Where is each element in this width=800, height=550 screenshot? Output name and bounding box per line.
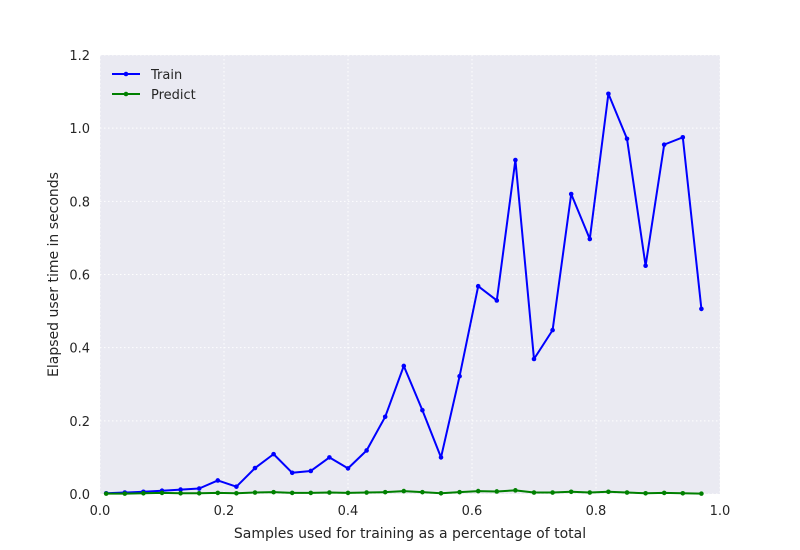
data-point: [606, 489, 611, 495]
data-point: [568, 489, 574, 495]
data-point: [624, 490, 630, 495]
data-point: [475, 488, 481, 494]
data-point: [103, 491, 109, 496]
data-point: [438, 455, 444, 460]
data-point: [364, 448, 369, 453]
data-point: [327, 490, 332, 495]
data-point: [401, 363, 407, 369]
data-point: [661, 490, 667, 496]
data-point: [475, 283, 481, 289]
series-predict: [103, 488, 704, 496]
data-point: [271, 489, 276, 495]
data-point: [252, 490, 258, 495]
y-tick-label: 0.6: [69, 269, 90, 284]
legend: Train Predict: [112, 68, 196, 103]
x-tick-label: 0.2: [214, 504, 235, 519]
data-point: [699, 491, 704, 496]
data-point: [531, 490, 537, 495]
legend-label: Train: [150, 68, 182, 83]
data-point: [661, 142, 667, 147]
y-tick-label: 0.2: [69, 415, 90, 430]
data-point: [252, 465, 258, 471]
x-tick-label: 0.0: [90, 504, 111, 519]
data-point: [308, 468, 314, 474]
data-point: [457, 489, 462, 495]
data-point: [271, 451, 276, 457]
y-tick-label: 1.0: [69, 122, 90, 137]
data-point: [345, 466, 351, 471]
grid: [99, 54, 721, 495]
x-tick-label: 1.0: [710, 504, 731, 519]
data-point: [513, 488, 518, 493]
y-tick-label: 0.8: [69, 195, 90, 210]
data-point: [364, 490, 369, 495]
data-point: [457, 373, 462, 379]
data-point: [699, 306, 704, 312]
legend-swatch-marker: [123, 91, 129, 97]
data-point: [494, 298, 500, 303]
data-point: [438, 490, 444, 496]
data-point: [308, 490, 314, 496]
x-tick-label: 0.8: [586, 504, 607, 519]
y-tick-label: 0.4: [69, 342, 90, 357]
data-point: [606, 91, 611, 97]
data-point: [550, 490, 555, 495]
data-point: [327, 455, 332, 460]
data-point: [513, 157, 518, 163]
legend-item-predict: Predict: [112, 88, 196, 103]
data-point: [643, 490, 648, 496]
y-tick-label: 1.2: [69, 49, 90, 64]
data-point: [550, 327, 555, 333]
data-point: [401, 488, 407, 494]
data-point: [680, 135, 686, 140]
data-point: [494, 489, 500, 494]
data-point: [234, 490, 239, 496]
data-point: [178, 487, 183, 492]
data-point: [643, 263, 648, 269]
x-axis-label: Samples used for training as a percentag…: [234, 526, 586, 542]
data-point: [568, 191, 574, 197]
legend-item-train: Train: [112, 68, 182, 83]
data-point: [234, 484, 239, 489]
data-point: [141, 490, 146, 496]
data-point: [420, 489, 425, 495]
series-layer: [103, 91, 704, 496]
data-point: [178, 490, 183, 496]
data-point: [196, 490, 202, 496]
data-point: [587, 236, 593, 242]
data-point: [289, 490, 295, 496]
data-point: [587, 490, 593, 495]
x-tick-label: 0.4: [338, 504, 359, 519]
x-tick-label: 0.6: [462, 504, 483, 519]
legend-label: Predict: [151, 88, 196, 103]
x-axis-ticks: 0.0 0.2 0.4 0.6 0.8 1.0: [90, 504, 731, 519]
data-point: [159, 490, 165, 496]
legend-swatch-marker: [123, 71, 129, 77]
data-point: [215, 490, 221, 496]
y-tick-label: 0.0: [69, 488, 90, 503]
data-point: [215, 478, 221, 483]
data-point: [680, 490, 686, 496]
data-point: [624, 136, 630, 142]
data-point: [382, 489, 388, 495]
data-point: [531, 356, 537, 362]
y-axis-ticks: 0.0 0.2 0.4 0.6 0.8 1.0 1.2: [69, 49, 90, 503]
data-point: [420, 407, 425, 413]
data-point: [122, 491, 128, 496]
data-point: [345, 490, 351, 496]
data-point: [289, 470, 295, 476]
data-point: [196, 486, 202, 491]
data-point: [382, 414, 388, 420]
y-axis-label: Elapsed user time in seconds: [46, 172, 62, 377]
